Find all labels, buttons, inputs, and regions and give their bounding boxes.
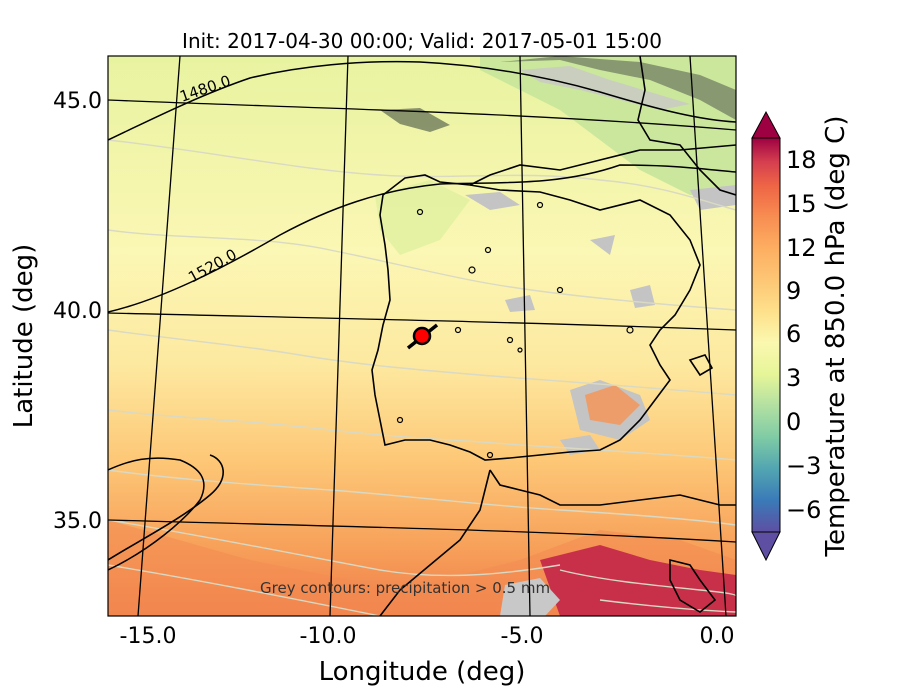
plot-title: Init: 2017-04-30 00:00; Valid: 2017-05-0… xyxy=(182,29,662,53)
cool-region-france xyxy=(480,56,736,200)
x-axis-label: Longitude (deg) xyxy=(319,657,526,687)
colorbar-tick: 9 xyxy=(786,277,801,305)
x-tick-label: -10.0 xyxy=(300,624,357,649)
alps-terrain-snow xyxy=(520,66,690,110)
alps-terrain xyxy=(500,56,736,120)
colorbar-tick: 3 xyxy=(786,364,801,392)
colorbar-label: Temperature at 850.0 hPa (deg C) xyxy=(821,116,851,558)
colorbar: 18 15 12 9 6 3 0 −3 −6 Temperature at 85… xyxy=(751,110,851,562)
pyrenees-terrain xyxy=(380,108,450,132)
y-tick-label: 45.0 xyxy=(53,89,102,114)
x-tick-label: 0.0 xyxy=(700,624,735,649)
precip-annotation: Grey contours: precipitation > 0.5 mm xyxy=(260,579,550,597)
europe-coast xyxy=(637,56,736,196)
height-contours xyxy=(108,60,736,571)
colorbar-tick: 6 xyxy=(786,320,801,348)
y-axis-label: Latitude (deg) xyxy=(9,244,39,429)
colorbar-tick: −3 xyxy=(786,452,821,480)
colorbar-tick: 15 xyxy=(786,190,817,218)
africa-coast xyxy=(489,469,736,506)
hot-region-algeria xyxy=(540,545,736,616)
island-balearic xyxy=(688,354,714,377)
y-tick-label: 35.0 xyxy=(53,509,102,534)
coastlines xyxy=(108,56,736,616)
iberia-coast xyxy=(371,174,701,461)
x-axis: -15.0 -10.0 -5.0 0.0 Longitude (deg) xyxy=(120,624,735,687)
graticule xyxy=(108,56,736,616)
cool-region-galicia xyxy=(375,180,470,255)
y-tick-label: 40.0 xyxy=(53,299,102,324)
x-tick-label: -15.0 xyxy=(120,624,177,649)
map-panel: 1480.0 1520.0 xyxy=(108,56,736,616)
colorbar-tick: 18 xyxy=(786,146,817,174)
x-tick-label: -5.0 xyxy=(501,624,544,649)
island-sardinia xyxy=(669,558,717,613)
warm-spot-murcia xyxy=(585,385,640,425)
inland-water-bodies xyxy=(396,201,634,459)
france-coast xyxy=(469,144,736,186)
colorbar-extend-top xyxy=(751,110,781,139)
colorbar-extend-bottom xyxy=(751,531,781,562)
colorbar-scale xyxy=(751,137,781,533)
colorbar-tick: 0 xyxy=(786,408,801,436)
plot-frame xyxy=(107,55,737,617)
colorbar-tick: −6 xyxy=(786,496,821,524)
morocco-coast xyxy=(379,469,491,616)
location-marker xyxy=(412,326,432,346)
west-africa-coast xyxy=(108,454,224,561)
colorbar-tick: 12 xyxy=(786,234,817,262)
y-axis: 45.0 40.0 35.0 Latitude (deg) xyxy=(9,89,102,534)
temperature-contours xyxy=(108,139,736,616)
